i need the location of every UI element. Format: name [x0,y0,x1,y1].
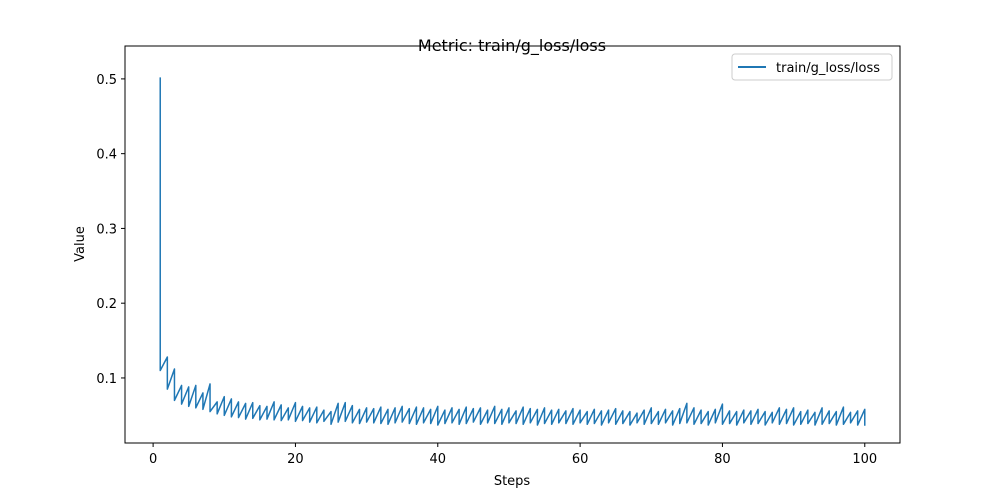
x-tick-label: 60 [572,452,589,467]
x-axis-label: Steps [494,474,531,489]
x-tick-label: 40 [430,452,447,467]
legend-label: train/g_loss/loss [776,61,880,76]
y-axis-label: Value [73,226,88,262]
plot-frame [124,45,901,444]
x-tick-label: 80 [714,452,731,467]
line [159,77,866,426]
y-tick-label: 0.4 [96,148,117,163]
x-tick-label: 0 [149,452,157,467]
y-tick-label: 0.5 [96,73,117,88]
legend-box [731,53,893,81]
x-tick-label: 20 [287,452,304,467]
x-tick-label: 100 [852,452,877,467]
y-tick-label: 0.2 [96,297,117,312]
y-tick-label: 0.3 [96,222,117,237]
y-tick-label: 0.1 [96,372,117,387]
